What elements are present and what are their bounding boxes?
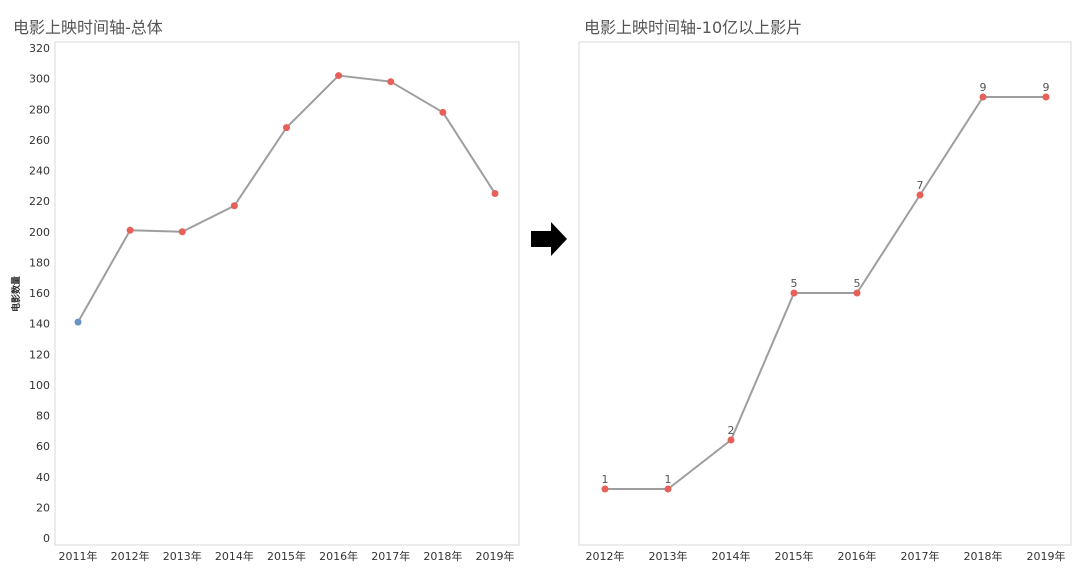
x-tick-label-left: 2019年 — [476, 549, 515, 563]
y-tick-label-left: 140 — [29, 318, 50, 331]
x-tick-label-left: 2015年 — [267, 549, 306, 563]
y-tick-label-left: 0 — [43, 532, 50, 545]
y-tick-label-left: 240 — [29, 165, 50, 178]
data-point-right — [853, 289, 861, 297]
x-tick-label-left: 2013年 — [163, 549, 202, 563]
y-tick-label-left: 120 — [29, 348, 50, 361]
y-tick-label-left: 60 — [36, 440, 50, 453]
data-point-left — [178, 228, 186, 236]
x-tick-label-left: 2014年 — [215, 549, 254, 563]
x-tick-label-right: 2013年 — [649, 549, 688, 563]
x-tick-label-right: 2019年 — [1027, 549, 1066, 563]
chart-title-left: 电影上映时间轴-总体 — [13, 18, 163, 37]
data-label-right: 1 — [602, 473, 609, 486]
x-tick-label-left: 2018年 — [423, 549, 462, 563]
data-point-left — [74, 318, 82, 326]
x-tick-label-left: 2016年 — [319, 549, 358, 563]
series-line-left — [77, 74, 496, 323]
y-tick-label-left: 160 — [29, 287, 50, 300]
right-arrow-icon — [531, 222, 567, 256]
data-label-right: 9 — [980, 81, 987, 94]
data-point-left — [283, 124, 290, 132]
data-point-left — [439, 108, 447, 116]
data-point-left — [126, 226, 134, 234]
data-label-right: 5 — [791, 277, 798, 290]
y-tick-label-left: 40 — [36, 471, 50, 484]
plot-left: 0 20 40 60 80 100 120 140 160 180 200 220 240 260 280 3… — [29, 42, 515, 563]
series-line-right — [605, 96, 1046, 490]
data-point-right — [790, 289, 798, 297]
x-tick-label-right: 2017年 — [901, 549, 940, 563]
y-tick-label-left: 100 — [29, 379, 50, 392]
y-tick-label-left: 320 — [29, 42, 50, 55]
data-point-right — [979, 93, 987, 101]
data-label-right: 1 — [665, 473, 672, 486]
x-tick-label-right: 2012年 — [586, 549, 625, 563]
x-tick-label-left: 2017年 — [371, 549, 410, 563]
x-tick-label-left: 2012年 — [111, 549, 150, 563]
y-tick-label-left: 300 — [29, 73, 50, 86]
chart-title-right: 电影上映时间轴-10亿以上影片 — [584, 18, 803, 37]
chart-frame-left — [54, 41, 520, 546]
x-tick-label-right: 2016年 — [838, 549, 877, 563]
data-label-right: 9 — [1043, 81, 1050, 94]
data-point-right — [664, 485, 672, 493]
y-tick-label-left: 280 — [29, 103, 50, 116]
data-point-right — [727, 436, 735, 444]
data-point-left — [491, 189, 499, 197]
data-point-right — [601, 485, 609, 493]
y-axis-label-left: 电影数量 — [10, 276, 22, 312]
data-label-right: 5 — [854, 277, 861, 290]
x-tick-label-left: 2011年 — [59, 549, 98, 563]
data-point-right — [916, 191, 924, 199]
y-tick-label-left: 220 — [29, 195, 50, 208]
data-point-left — [387, 78, 395, 86]
y-tick-label-left: 260 — [29, 134, 50, 147]
y-tick-label-left: 80 — [36, 410, 50, 423]
data-label-right: 2 — [728, 424, 735, 437]
plot-right: 2012年 2013年 2014年 2015年 2016年 2017年 2018年 2019年… — [586, 81, 1066, 563]
data-point-left — [335, 72, 343, 80]
y-tick-label-left: 200 — [29, 226, 50, 239]
data-point-right — [1042, 93, 1050, 101]
x-tick-label-right: 2018年 — [964, 549, 1003, 563]
data-point-left — [230, 202, 238, 210]
y-tick-label-left: 20 — [36, 501, 50, 514]
data-label-right: 7 — [917, 179, 924, 192]
y-tick-label-left: 180 — [29, 256, 50, 269]
x-tick-label-right: 2014年 — [712, 549, 751, 563]
x-tick-label-right: 2015年 — [775, 549, 814, 563]
chart-frame-right — [578, 41, 1072, 546]
